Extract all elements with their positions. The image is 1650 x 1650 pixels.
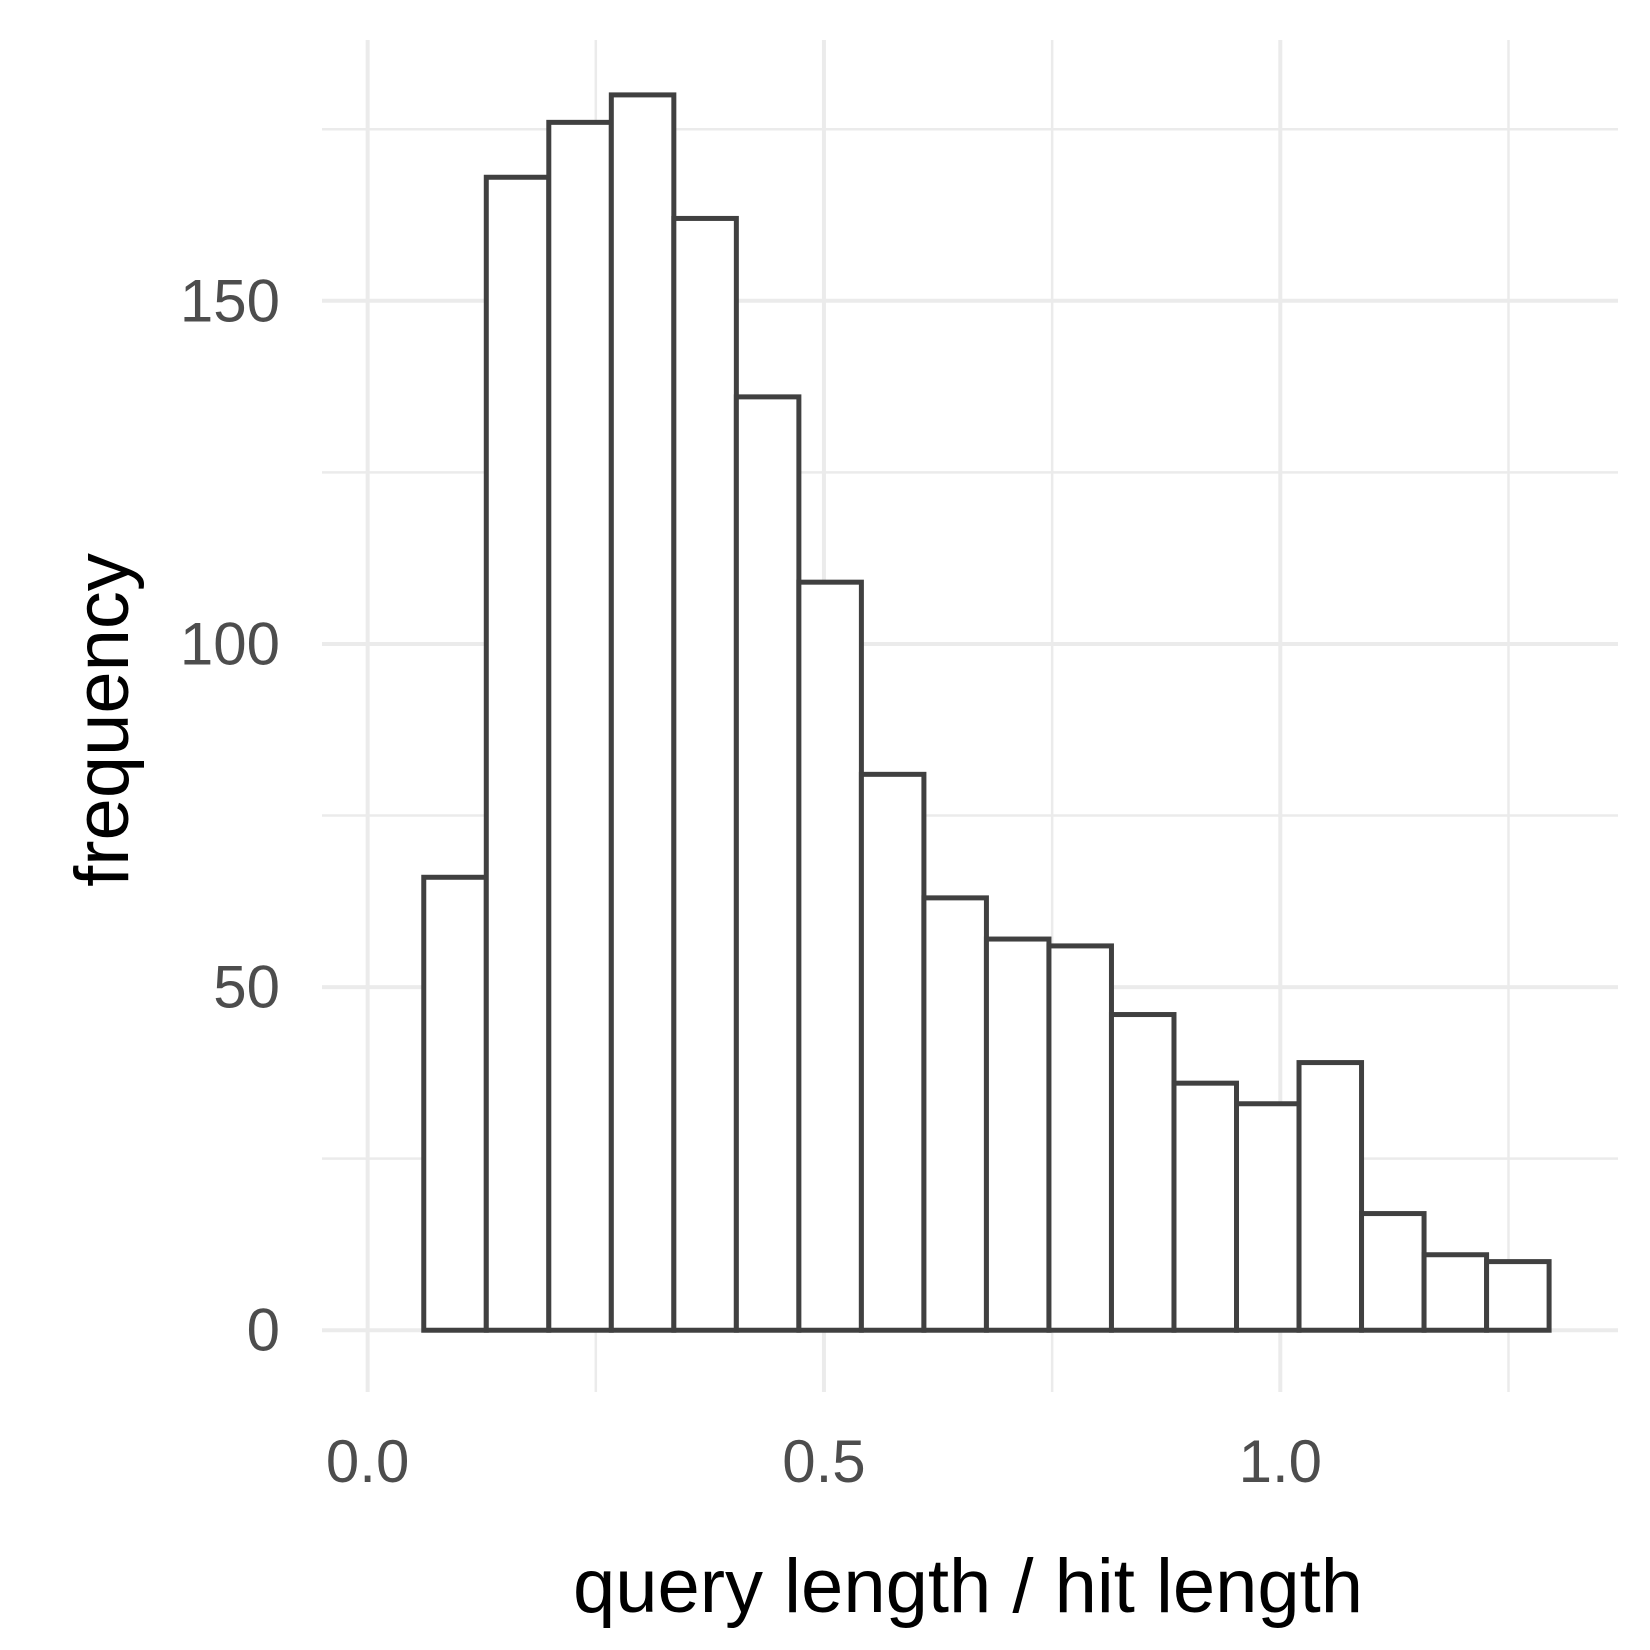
histogram-bar-14	[1234, 1101, 1302, 1333]
histogram-bar-8	[858, 771, 927, 1333]
histogram-bar-5	[671, 215, 739, 1333]
histogram-bar-18	[1484, 1259, 1552, 1333]
x-axis-title: query length / hit length	[573, 1544, 1363, 1629]
histogram-bar-7	[796, 579, 864, 1333]
histogram-bar-3	[546, 119, 614, 1333]
histogram-bar-1	[421, 874, 489, 1333]
histogram-bar-13	[1171, 1080, 1240, 1333]
histogram-bar-2	[483, 174, 552, 1333]
histogram-bar-12	[1108, 1012, 1177, 1333]
histogram-bar-9	[921, 895, 989, 1333]
x-tick-label: 1.0	[1239, 1428, 1322, 1495]
histogram-bar-16	[1359, 1211, 1427, 1333]
histogram-bar-15	[1296, 1060, 1365, 1333]
y-tick-label: 100	[180, 610, 280, 677]
y-tick-label: 150	[180, 267, 280, 334]
x-tick-label: 0.5	[782, 1428, 865, 1495]
histogram-bar-10	[983, 936, 1052, 1333]
histogram-bar-4	[608, 92, 677, 1333]
histogram-bar-17	[1421, 1252, 1490, 1333]
y-axis-title: frequency	[60, 553, 145, 887]
histogram-bar-11	[1046, 943, 1114, 1333]
y-axis-tick-labels: 0 50 100 150	[180, 267, 280, 1363]
histogram-bar-6	[733, 394, 802, 1333]
y-tick-label: 0	[247, 1297, 280, 1364]
histogram-bars	[421, 92, 1552, 1333]
x-axis-tick-labels: 0.0 0.5 1.0	[326, 1428, 1322, 1495]
x-tick-label: 0.0	[326, 1428, 409, 1495]
y-tick-label: 50	[213, 954, 280, 1021]
